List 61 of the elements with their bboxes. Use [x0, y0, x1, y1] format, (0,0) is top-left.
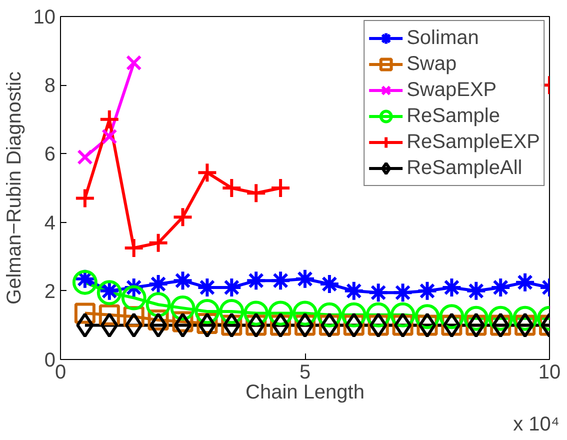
- point: [270, 270, 292, 292]
- legend-label: Soliman: [406, 26, 479, 50]
- point: [149, 312, 168, 338]
- point: [98, 108, 120, 130]
- point: [490, 276, 512, 298]
- point: [194, 299, 220, 324]
- point: [219, 299, 244, 324]
- point: [416, 280, 438, 302]
- point: [316, 302, 342, 328]
- x-axis-title: Chain Length: [246, 382, 364, 404]
- point: [341, 302, 366, 328]
- x-tick-label: 10: [538, 362, 561, 384]
- point: [246, 270, 267, 292]
- point: [76, 312, 94, 338]
- point: [123, 238, 144, 259]
- point: [121, 285, 146, 310]
- point: [318, 274, 340, 295]
- point: [196, 162, 218, 184]
- point: [96, 280, 122, 306]
- y-tick-label: 10: [33, 6, 56, 28]
- text: x 10⁴: [513, 414, 560, 436]
- legend-label: ReSampleEXP: [406, 130, 540, 154]
- point: [125, 312, 143, 338]
- point: [246, 182, 267, 204]
- x-tick-label: 5: [299, 362, 311, 384]
- point: [294, 268, 316, 290]
- point: [441, 276, 462, 298]
- legend-label: ReSample: [406, 104, 500, 128]
- legend-label: SwapEXP: [406, 78, 497, 102]
- point: [368, 282, 389, 304]
- legend-label: ReSampleAll: [406, 156, 522, 180]
- point: [268, 300, 294, 326]
- point: [466, 280, 487, 302]
- point: [170, 296, 196, 321]
- point: [172, 270, 194, 292]
- point: [148, 232, 169, 254]
- point: [244, 300, 269, 326]
- point: [74, 188, 96, 209]
- point: [100, 312, 118, 338]
- y-tick-label: 6: [44, 144, 56, 166]
- point: [77, 149, 93, 165]
- point: [392, 282, 414, 304]
- point: [270, 178, 292, 198]
- legend-label: Swap: [406, 52, 457, 76]
- y-tick-label: 8: [44, 75, 56, 98]
- point: [343, 280, 364, 302]
- point: [172, 206, 194, 228]
- point: [198, 312, 216, 338]
- y-tick-label: 4: [44, 212, 56, 234]
- point: [514, 272, 536, 293]
- point: [221, 178, 242, 198]
- point: [390, 302, 416, 328]
- y-tick-label: 2: [44, 280, 56, 303]
- point: [292, 300, 318, 326]
- point: [146, 292, 171, 318]
- point: [366, 302, 391, 328]
- point: [102, 128, 118, 144]
- point: [72, 270, 98, 295]
- point: [174, 312, 192, 338]
- point: [126, 54, 142, 71]
- y-axis-title: Gelman−Rubin Diagnostic: [3, 72, 26, 304]
